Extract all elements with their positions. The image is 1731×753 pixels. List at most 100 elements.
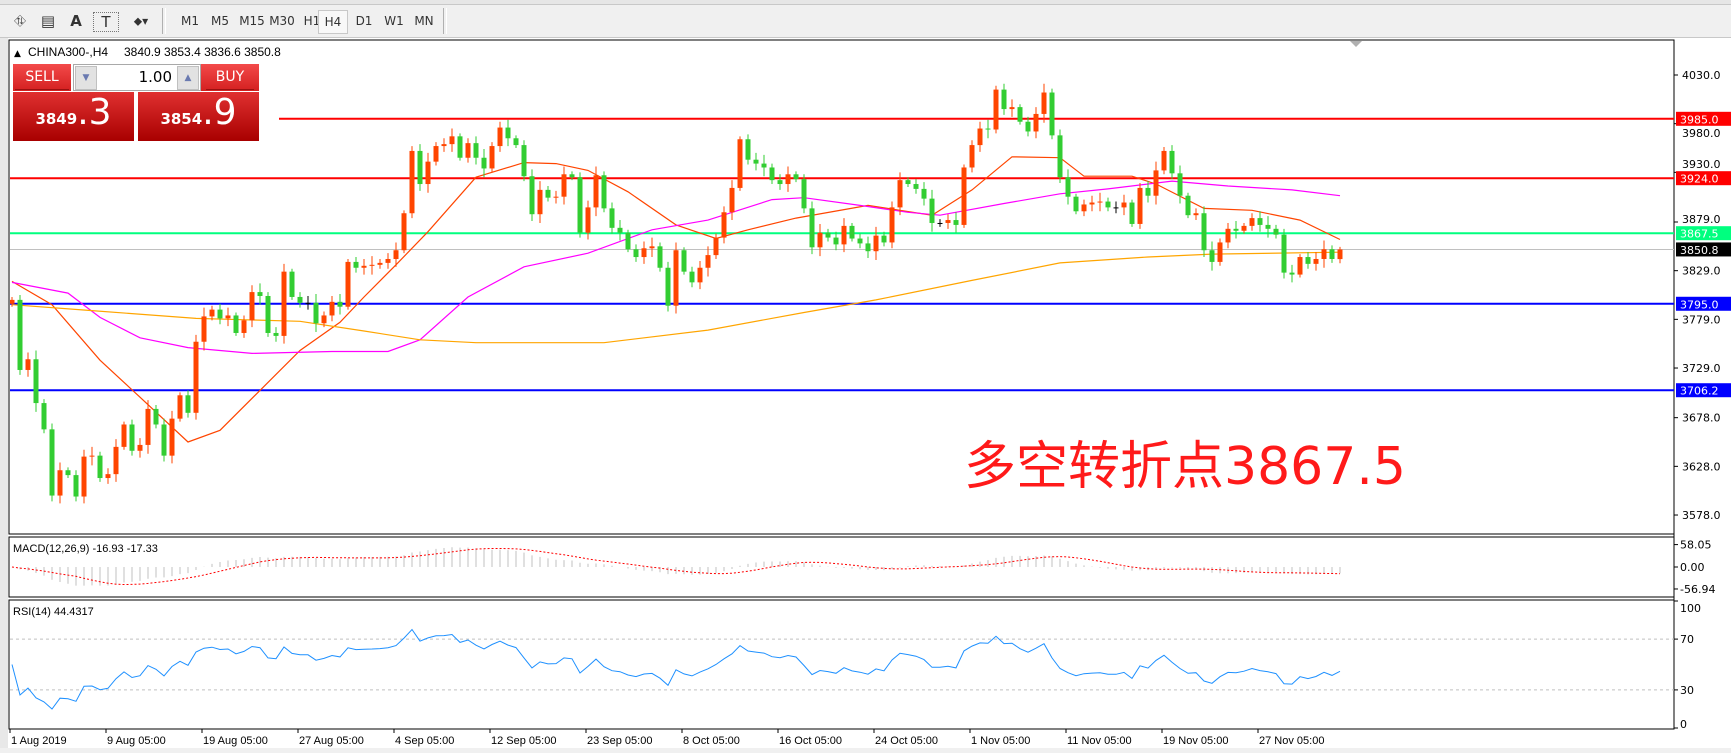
candle-body	[1185, 195, 1191, 216]
candle	[481, 148, 487, 178]
lot-decrease-icon[interactable]: ▼	[75, 66, 97, 90]
candle	[1337, 246, 1343, 264]
candle-body	[561, 174, 567, 197]
timeframe-mn[interactable]: MN	[414, 14, 434, 28]
candle	[529, 169, 535, 222]
text-a-icon[interactable]: A	[70, 12, 82, 30]
candle	[1105, 197, 1111, 212]
candle-body	[1129, 202, 1135, 224]
price-tick-label: 3930.0	[1682, 158, 1721, 171]
candle	[433, 142, 439, 166]
timeframe-h4[interactable]: H4	[318, 10, 348, 34]
candle-body	[81, 456, 87, 497]
candle	[897, 172, 903, 216]
candle-body	[129, 424, 135, 451]
candle-body	[449, 136, 455, 145]
buy-label: BUY	[205, 65, 255, 90]
buy-button[interactable]: BUY	[201, 64, 259, 91]
moving-average-line	[11, 251, 1341, 344]
timeframe-m1[interactable]: M1	[181, 14, 199, 28]
candle	[1233, 221, 1239, 239]
candle	[409, 146, 415, 219]
candle	[881, 231, 887, 247]
grid-f-icon[interactable]: ▤	[40, 12, 56, 30]
candle-body	[881, 235, 887, 243]
sell-button[interactable]: SELL	[13, 64, 71, 91]
candle-body	[593, 175, 599, 208]
rsi-tick-label: 70	[1680, 633, 1694, 646]
candle-body	[1057, 135, 1063, 178]
candle	[233, 312, 239, 336]
candle-body	[1297, 257, 1303, 275]
candle-body	[1033, 113, 1039, 132]
chart-tools-e-icon[interactable]: ⛗	[13, 12, 26, 30]
candle-body	[817, 232, 823, 248]
candle	[945, 214, 951, 229]
candle	[1217, 238, 1223, 266]
timeframe-w1[interactable]: W1	[384, 14, 404, 28]
candle-body	[313, 302, 319, 324]
candle-body	[201, 316, 207, 342]
candle	[313, 294, 319, 333]
candle-body	[49, 429, 55, 496]
collapse-triangle-icon[interactable]: ▲	[14, 49, 21, 59]
candle	[385, 253, 391, 269]
timeframe-h1[interactable]: H1	[303, 14, 321, 28]
candle	[177, 392, 183, 422]
candle	[193, 334, 199, 420]
candle-body	[369, 264, 375, 266]
candle-body	[209, 309, 215, 317]
candle	[297, 292, 303, 308]
candle-body	[265, 295, 271, 333]
candle	[1177, 165, 1183, 204]
price-tick-label: 3980.0	[1682, 127, 1721, 140]
candle	[1257, 211, 1263, 232]
level-price-text: 3924.0	[1680, 173, 1719, 186]
lot-size-stepper[interactable]: ▼ 1.00 ▲	[73, 64, 201, 91]
candle-body	[153, 408, 159, 425]
text-label-t-icon[interactable]: T	[93, 12, 119, 32]
arrows-dropdown-icon[interactable]: ⬥▾	[133, 13, 149, 28]
candle-body	[769, 167, 775, 181]
candle-body	[73, 475, 79, 497]
candle-body	[609, 208, 615, 228]
candle	[1193, 208, 1199, 221]
candle-body	[673, 250, 679, 306]
candle-body	[1073, 196, 1079, 212]
candle-body	[1177, 173, 1183, 196]
candle-body	[10, 299, 15, 304]
candle	[97, 451, 103, 482]
candle	[1121, 194, 1127, 216]
timeframe-d1[interactable]: D1	[355, 14, 373, 28]
candle-body	[409, 150, 415, 214]
lot-increase-icon[interactable]: ▲	[177, 66, 199, 90]
lot-input[interactable]: 1.00	[138, 68, 172, 86]
candle	[121, 421, 127, 450]
candle	[1153, 161, 1159, 205]
candle-body	[185, 395, 191, 413]
sell-price-box[interactable]: 3849.3	[13, 92, 134, 141]
candle	[209, 305, 215, 321]
candle-body	[401, 213, 407, 251]
candle	[401, 210, 407, 254]
candle-body	[289, 271, 295, 297]
level-price-text: 3795.0	[1680, 298, 1719, 311]
candle-body	[857, 238, 863, 244]
candle	[1073, 193, 1079, 215]
price-tick-label: 3678.0	[1682, 412, 1721, 425]
candle-body	[417, 150, 423, 185]
candle	[825, 228, 831, 242]
candle-body	[721, 212, 727, 238]
timeframe-m15[interactable]: M15	[239, 14, 265, 28]
candle-body	[1193, 213, 1199, 216]
date-tick-label: 23 Sep 05:00	[587, 735, 652, 747]
candle-body	[1153, 170, 1159, 196]
timeframe-m30[interactable]: M30	[269, 14, 295, 28]
candle-body	[273, 332, 279, 336]
timeframe-m5[interactable]: M5	[211, 14, 229, 28]
buy-price-box[interactable]: 3854.9	[138, 92, 259, 141]
chart-shift-marker-icon[interactable]	[1350, 41, 1362, 47]
level-price-text: 3706.2	[1680, 385, 1719, 398]
candle-body	[1113, 207, 1119, 209]
